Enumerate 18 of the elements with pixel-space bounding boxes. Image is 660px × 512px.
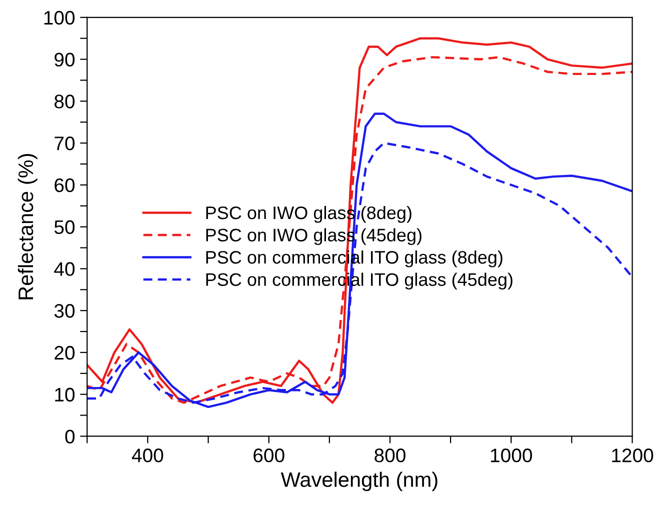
x-tick-label: 1200 (612, 448, 654, 462)
y-tick-label: 40 (54, 262, 75, 276)
x-tick-label: 600 (254, 448, 284, 462)
y-tick-label: 80 (54, 94, 75, 108)
x-tick-label: 1000 (490, 448, 532, 462)
y-tick-label: 0 (65, 430, 75, 444)
y-tick-label: 30 (54, 304, 75, 318)
y-tick-label: 100 (44, 10, 75, 25)
y-tick-label: 60 (54, 178, 75, 192)
y-tick-label: 10 (55, 388, 75, 402)
y-tick-label: 50 (54, 220, 75, 234)
x-tick-label: 400 (132, 448, 164, 462)
y-tick-label: 90 (54, 52, 75, 67)
y-tick-label: 70 (54, 136, 75, 150)
y-tick-label: 20 (54, 346, 75, 360)
x-axis-title: Wavelength (nm) (280, 472, 438, 492)
y-axis-title: Reflectance (%) (18, 154, 38, 300)
x-tick-label: 800 (374, 448, 406, 462)
